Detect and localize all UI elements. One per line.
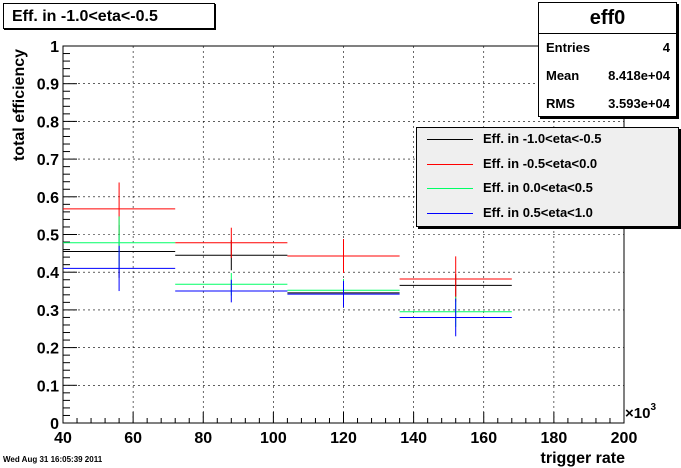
legend-label: Eff. in 0.0<eta<0.5 xyxy=(483,180,593,195)
stats-value: 4 xyxy=(662,40,670,55)
legend-swatch xyxy=(427,139,473,140)
stats-value: 8.418e+04 xyxy=(608,68,670,83)
x-tick-label: 80 xyxy=(194,430,212,447)
stats-name: eff0 xyxy=(539,3,676,34)
y-tick-label: 0.9 xyxy=(37,77,59,94)
legend-swatch xyxy=(427,188,473,189)
x-axis-multiplier: ×103 xyxy=(625,402,657,422)
x-tick-label: 120 xyxy=(330,430,357,447)
y-tick-label: 0.5 xyxy=(37,228,59,245)
stats-row-rms: RMS 3.593e+04 xyxy=(539,90,676,118)
stats-box: eff0 Entries 4 Mean 8.418e+04 RMS 3.593e… xyxy=(538,2,677,117)
y-tick-label: 0.3 xyxy=(37,303,59,320)
y-tick-label: 0.4 xyxy=(37,265,59,282)
y-tick-label: 0.1 xyxy=(37,378,59,395)
histogram-title-box: Eff. in -1.0<eta<-0.5 xyxy=(3,3,215,29)
x-tick-label: 140 xyxy=(400,430,427,447)
y-tick-label: 0.7 xyxy=(37,152,59,169)
legend-label: Eff. in -1.0<eta<-0.5 xyxy=(483,131,602,146)
y-tick-label: 1 xyxy=(50,39,59,56)
legend-label: Eff. in 0.5<eta<1.0 xyxy=(483,204,593,220)
x-tick-label: 60 xyxy=(124,430,142,447)
y-axis-label: total efficiency xyxy=(11,48,28,162)
stats-label: RMS xyxy=(546,96,575,111)
legend-entry: Eff. in -0.5<eta<0.0 xyxy=(417,153,678,178)
x-tick-label: 180 xyxy=(541,430,568,447)
legend-entry: Eff. in 0.0<eta<0.5 xyxy=(417,177,678,202)
stats-label: Entries xyxy=(546,40,591,55)
stats-row-mean: Mean 8.418e+04 xyxy=(539,62,676,90)
stats-value: 3.593e+04 xyxy=(608,96,670,111)
x-tick-label: 40 xyxy=(54,430,72,447)
stats-label: Mean xyxy=(546,68,580,83)
legend-label: Eff. in -0.5<eta<0.0 xyxy=(483,155,598,171)
stats-row-entries: Entries 4 xyxy=(539,34,676,62)
x-multiplier-base: ×10 xyxy=(625,405,651,422)
legend-swatch xyxy=(427,212,473,214)
legend: Eff. in -1.0<eta<-0.5 Eff. in -0.5<eta<0… xyxy=(416,127,679,227)
timestamp: Wed Aug 31 16:05:39 2011 xyxy=(3,455,103,464)
x-multiplier-exponent: 3 xyxy=(650,402,657,413)
legend-swatch xyxy=(427,163,473,165)
axes: 40 60 80 100 120 140 160 180 200 0 0.1 0.2 0.3 0.4 0.5… xyxy=(37,39,638,447)
x-tick-label: 200 xyxy=(611,430,638,447)
legend-entry: Eff. in -1.0<eta<-0.5 xyxy=(417,128,678,153)
data-series xyxy=(63,182,512,337)
x-tick-label: 160 xyxy=(470,430,497,447)
y-tick-label: 0 xyxy=(50,416,59,433)
x-tick-label: 100 xyxy=(260,430,287,447)
y-tick-label: 0.2 xyxy=(37,341,59,358)
x-axis-label: trigger rate xyxy=(540,450,625,467)
histogram-title: Eff. in -1.0<eta<-0.5 xyxy=(12,8,158,25)
y-tick-label: 0.8 xyxy=(37,114,59,131)
y-tick-label: 0.6 xyxy=(37,190,59,207)
legend-entry: Eff. in 0.5<eta<1.0 xyxy=(417,202,678,227)
